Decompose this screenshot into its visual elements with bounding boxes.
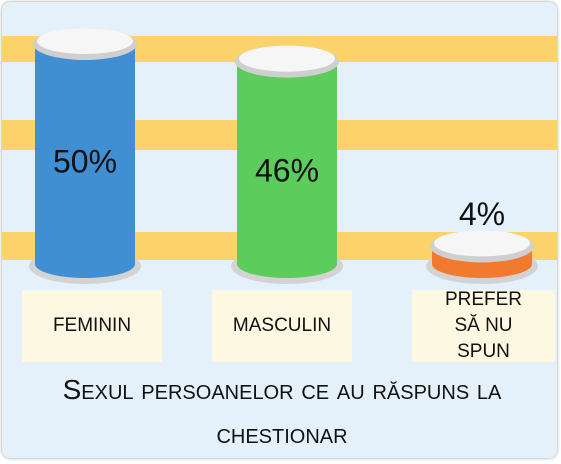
value-label: 46% [255, 152, 319, 188]
bar [231, 45, 343, 284]
chart: 50% 46% 4% Sexul persoanelor ce au răspuns… [2, 2, 557, 458]
plot: 50% 46% 4% [29, 28, 538, 284]
value-label: 4% [459, 196, 505, 232]
x-tick-label: PREFER SĂ NU SPUN [412, 289, 555, 362]
value-label: 50% [53, 143, 117, 179]
chart-title: Sexul persoanelor ce au răspuns la chest… [62, 374, 502, 449]
bar-cap-top [434, 230, 530, 257]
bar-cap-top [239, 45, 335, 72]
bar-bottom [237, 250, 337, 278]
bar-body [237, 61, 337, 264]
bar-body [35, 44, 135, 264]
x-tick-label: FEMININ [22, 290, 162, 362]
bar [29, 28, 141, 284]
bar-cap-top [37, 28, 133, 54]
bar-bottom [35, 250, 135, 278]
x-tick-label: MASCULIN [212, 290, 352, 362]
bar [426, 230, 538, 284]
